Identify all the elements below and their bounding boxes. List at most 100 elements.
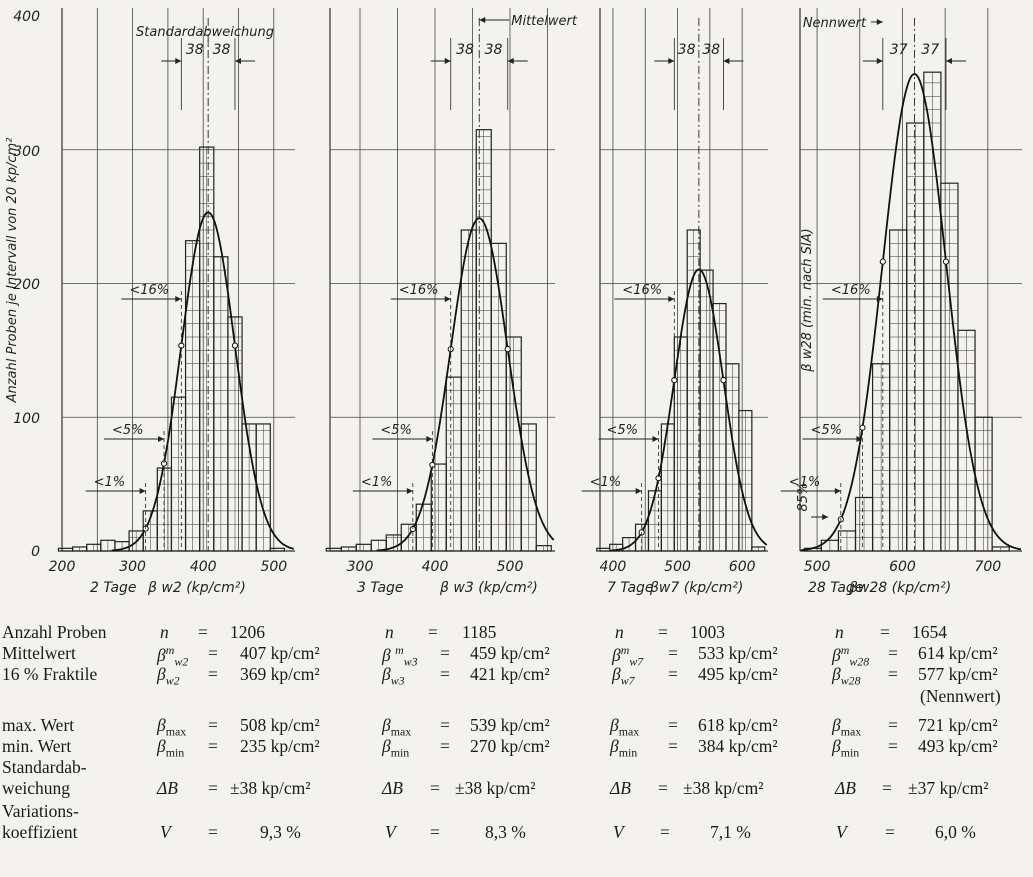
sd-label-right: 38: [702, 42, 720, 58]
fractile-arrowhead: [876, 296, 883, 302]
histogram-bar: [974, 416, 993, 552]
mean-pointer-head: [479, 17, 486, 23]
histogram-bar: [355, 543, 372, 552]
bar-outline: [57, 547, 74, 552]
stat-mean: 407 kp/cm²: [240, 643, 320, 663]
x-tick-label: 600: [729, 559, 756, 575]
eq: =: [668, 664, 678, 684]
histogram-bar: [686, 229, 701, 552]
bar-outline: [269, 547, 286, 552]
histogram-bar: [415, 503, 432, 552]
histogram-bar: [57, 547, 74, 552]
sym-sd: ΔB: [835, 778, 856, 798]
eq: =: [430, 822, 440, 842]
normal-fit-curve: [610, 268, 768, 552]
mean-title: Mittelwert: [511, 14, 578, 29]
y-axis: 0 100 200 300 400 Anzahl Proben je Inter…: [5, 9, 40, 560]
x-tick-label: 300: [119, 559, 146, 575]
sym-frac: βw3: [382, 664, 405, 688]
nennwert-title: Nennwert: [803, 16, 867, 31]
sd-label-left: 38: [456, 42, 474, 58]
histogram-bar: [325, 547, 342, 552]
sym-min: βmin: [382, 736, 410, 760]
sym-sd: ΔB: [157, 778, 178, 798]
sym-max: βmax: [382, 715, 412, 739]
sym-max: βmax: [157, 715, 187, 739]
stat-v: 9,3 %: [260, 822, 301, 842]
histogram-bar: [871, 363, 891, 552]
stat-min: 493 kp/cm²: [918, 736, 998, 756]
histogram-bar: [854, 496, 874, 552]
stat-sd: ±38 kp/cm²: [455, 778, 536, 798]
sym-mean: β mw3: [382, 643, 418, 669]
eq: =: [888, 664, 898, 684]
eq: =: [668, 643, 678, 663]
fractile-label-p5: <5%: [112, 423, 144, 438]
histogram-bar: [199, 146, 215, 552]
sd-arrowhead: [175, 58, 182, 64]
p85-arrowhead: [822, 514, 829, 520]
panel-day-label: 28 Tage: [808, 580, 863, 596]
stat-min: 384 kp/cm²: [698, 736, 778, 756]
stat-frac16: 421 kp/cm²: [470, 664, 550, 684]
histogram-bar: [430, 463, 447, 552]
sd-arrowhead: [668, 58, 675, 64]
sym-v: V: [613, 822, 624, 842]
histogram-bar: [269, 547, 286, 552]
curve-marker: [879, 258, 886, 265]
histogram-bar: [86, 543, 102, 552]
stat-sd: ±38 kp/cm²: [683, 778, 764, 798]
histogram-panels: 0 100 200 300 400 Anzahl Proben je Inter…: [5, 8, 1022, 596]
eq: =: [880, 622, 890, 642]
sym-v: V: [160, 822, 171, 842]
fractile-arrowhead: [652, 436, 659, 442]
normal-fit-curve: [376, 217, 555, 552]
x-axis-label: βw7 (kp/cm²): [649, 580, 743, 596]
sym-frac: βw2: [157, 664, 180, 688]
stat-v: 6,0 %: [935, 822, 976, 842]
stat-frac16: 577 kp/cm²: [918, 664, 998, 684]
p85-label: 85%: [796, 483, 811, 512]
sym-v: V: [385, 822, 396, 842]
histogram-bar: [906, 122, 925, 552]
y-tick-200: 200: [13, 277, 40, 293]
nennwert-note: (Nennwert): [920, 686, 1001, 706]
curve-marker: [942, 258, 950, 265]
eq: =: [668, 715, 678, 735]
stat-sd: ±38 kp/cm²: [230, 778, 311, 798]
histogram-bar: [957, 329, 976, 552]
sym-frac: βw28: [832, 664, 861, 688]
stat-min: 235 kp/cm²: [240, 736, 320, 756]
std-dev-title: Standardabweichung: [136, 25, 274, 40]
sd-arrowhead: [234, 58, 241, 64]
sym-min: βmin: [832, 736, 860, 760]
fractile-arrowhead: [406, 488, 413, 494]
curve-marker: [504, 346, 511, 353]
stat-sd: ±37 kp/cm²: [908, 778, 989, 798]
x-tick-label: 500: [260, 559, 287, 575]
fractile-label-p1: <1%: [94, 475, 126, 490]
panel-day-label: 3 Tage: [357, 580, 404, 596]
x-tick-label: 400: [190, 559, 217, 575]
eq: =: [660, 822, 670, 842]
fractile-arrowhead: [158, 436, 165, 442]
sym-v: V: [836, 822, 847, 842]
fractile-label-p16: <16%: [831, 283, 871, 298]
fractile-arrowhead: [834, 488, 841, 494]
histogram-bar: [991, 546, 1010, 552]
stat-v: 8,3 %: [485, 822, 526, 842]
panel-day-label: 7 Tage: [607, 580, 654, 596]
bar-outline: [325, 547, 342, 552]
curve-marker: [859, 424, 866, 431]
fractile-label-p5: <5%: [380, 423, 412, 438]
nennwert-pointer-head: [876, 19, 883, 25]
fractile-arrowhead: [856, 436, 863, 442]
sym-n: n: [385, 622, 394, 642]
sd-arrowhead: [946, 58, 953, 64]
sym-n: n: [835, 622, 844, 642]
histogram-bar: [820, 539, 840, 552]
label-min-wert: min. Wert: [2, 736, 72, 756]
sym-sd: ΔB: [610, 778, 631, 798]
x-axis-label: βw28 (kp/cm²): [848, 580, 951, 596]
